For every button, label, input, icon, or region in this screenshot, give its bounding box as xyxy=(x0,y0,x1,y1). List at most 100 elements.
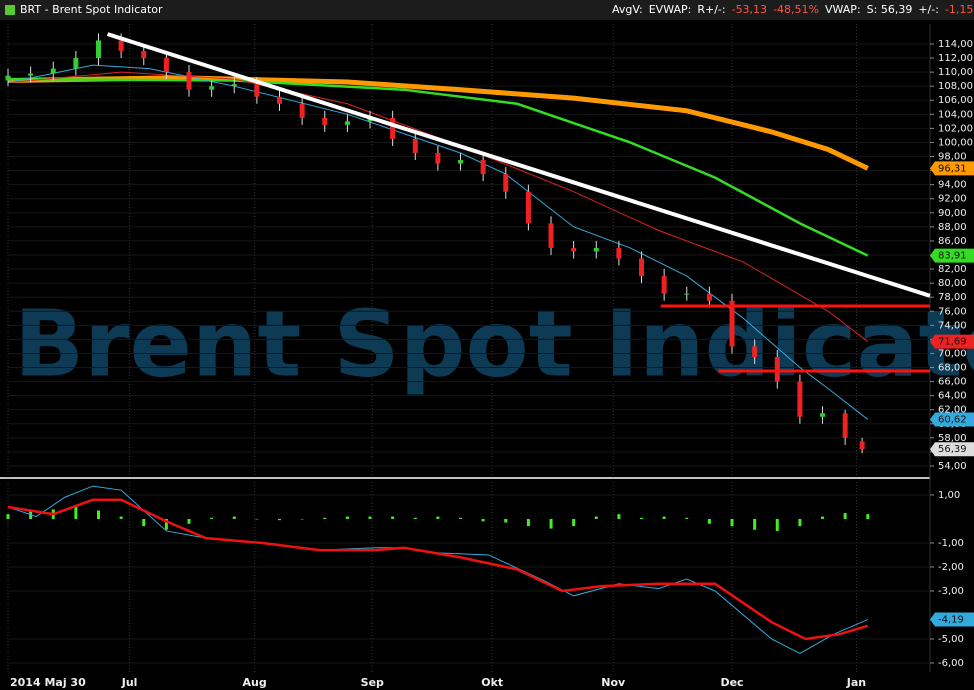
candle-body xyxy=(73,58,79,69)
axis-flag xyxy=(930,248,974,263)
y-tick-label: 100,00 xyxy=(938,137,973,148)
y-tick-label: 94,00 xyxy=(938,180,967,191)
histogram-bar xyxy=(368,516,372,519)
histogram-bar xyxy=(164,518,168,530)
histogram-bar xyxy=(685,517,689,519)
histogram-bar xyxy=(210,517,214,519)
histogram-bar xyxy=(232,516,236,519)
watermark: Brent Spot Indicator xyxy=(14,290,974,397)
y-tick-label: -3,00 xyxy=(938,586,964,597)
candle-body xyxy=(390,117,396,139)
y-tick-label: 58,00 xyxy=(938,433,967,444)
candle-body xyxy=(277,96,283,104)
histogram-bar xyxy=(97,510,101,519)
x-tick-label: Sep xyxy=(361,676,384,689)
y-tick-label: 74,00 xyxy=(938,320,967,331)
y-tick-label: 86,00 xyxy=(938,236,967,247)
candle-body xyxy=(729,300,735,347)
histogram-bar xyxy=(640,517,644,519)
histogram-bar xyxy=(843,512,847,519)
candle-body xyxy=(96,40,102,59)
histogram-bar xyxy=(753,518,757,530)
y-tick-label: 106,00 xyxy=(938,95,973,106)
histogram-bar xyxy=(504,518,508,523)
candle-body xyxy=(820,413,826,417)
header-stat: +/-: xyxy=(918,3,939,16)
y-tick-label: 66,00 xyxy=(938,377,967,388)
histogram-bar xyxy=(775,518,779,531)
candle-body xyxy=(842,413,848,438)
y-tick-label: -2,00 xyxy=(938,562,964,573)
candle-body xyxy=(593,247,599,252)
candle-body xyxy=(299,103,305,118)
histogram-bar xyxy=(798,518,802,527)
candle-body xyxy=(797,381,803,417)
histogram-bar xyxy=(255,518,259,520)
candle-body xyxy=(525,191,531,224)
x-tick-label: 2014 Maj 30 xyxy=(10,676,86,689)
y-tick-label: 78,00 xyxy=(938,292,967,303)
candle-body xyxy=(412,138,418,154)
axis-flag-label: -4,19 xyxy=(938,615,964,626)
header-stat: S: 56,39 xyxy=(867,3,913,16)
header-stat: -48,51% xyxy=(773,3,819,16)
candle-body xyxy=(322,117,328,125)
axis-flag-label: 83,91 xyxy=(938,251,967,262)
series-line xyxy=(7,64,869,420)
header-stat: -53,13 xyxy=(732,3,767,16)
histogram-bar xyxy=(481,518,485,522)
axis-flag xyxy=(930,412,974,427)
candle-body xyxy=(616,247,622,259)
axis-flag xyxy=(930,334,974,349)
header-stat: R+/-: xyxy=(697,3,725,16)
y-tick-label: 70,00 xyxy=(938,348,967,359)
candle-body xyxy=(118,40,124,52)
axis-flag xyxy=(930,442,974,457)
y-tick-label: 54,00 xyxy=(938,461,967,472)
histogram-bar xyxy=(459,517,463,519)
candle-body xyxy=(344,121,350,125)
candle-body xyxy=(774,356,780,382)
histogram-bar xyxy=(278,518,282,521)
series-line xyxy=(7,71,869,342)
candle-body xyxy=(163,58,169,73)
histogram-bar xyxy=(323,517,327,519)
histogram-bar xyxy=(119,516,123,519)
header-bar xyxy=(0,0,974,20)
header-stat: EVWAP: xyxy=(649,3,692,16)
histogram-bar xyxy=(866,514,870,519)
histogram-bar xyxy=(662,516,666,519)
axis-flag xyxy=(930,612,974,627)
y-tick-label: 88,00 xyxy=(938,222,967,233)
x-tick-label: Nov xyxy=(601,676,626,689)
header-stat: -1,15 xyxy=(945,3,973,16)
y-tick-label: 80,00 xyxy=(938,278,967,289)
candle-body xyxy=(141,51,147,59)
y-tick-label: 110,00 xyxy=(938,67,973,78)
y-tick-label: 1,00 xyxy=(938,490,960,501)
axis-flag-label: 71,69 xyxy=(938,337,967,348)
candle-body xyxy=(571,247,577,252)
header-title: BRT - Brent Spot Indicator xyxy=(20,3,163,16)
y-tick-label: 90,00 xyxy=(938,208,967,219)
series-line xyxy=(7,498,869,641)
y-tick-label: 82,00 xyxy=(938,264,967,275)
axis-flag-label: 60,62 xyxy=(938,414,967,425)
axis-flag xyxy=(930,161,974,176)
histogram-bar xyxy=(594,516,598,519)
histogram-bar xyxy=(413,517,417,519)
histogram-bar xyxy=(730,518,734,527)
histogram-bar xyxy=(300,518,304,520)
histogram-bar xyxy=(526,518,530,527)
candle-body xyxy=(186,72,192,90)
y-tick-label: -6,00 xyxy=(938,658,964,669)
histogram-bar xyxy=(187,518,191,524)
series-line xyxy=(106,32,931,298)
x-tick-label: Okt xyxy=(481,676,503,689)
candle-body xyxy=(684,293,690,295)
candle-body xyxy=(458,160,464,164)
y-tick-label: -1,00 xyxy=(938,538,964,549)
histogram-bar xyxy=(74,506,78,519)
candle-body xyxy=(548,223,554,248)
